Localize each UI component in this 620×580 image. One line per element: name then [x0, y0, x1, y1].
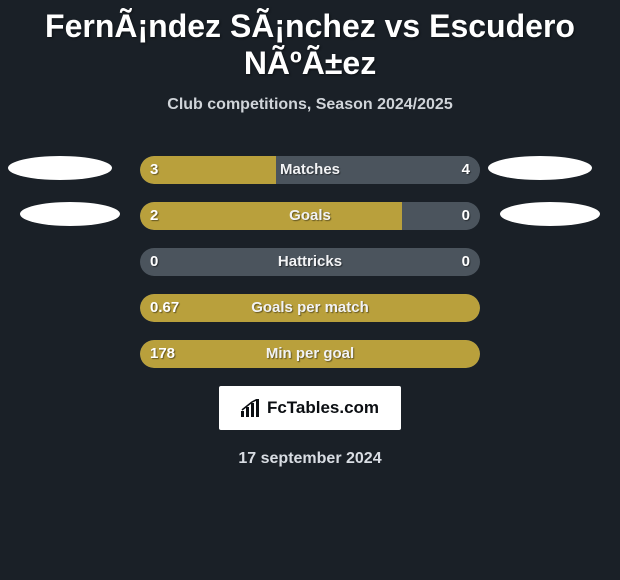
- date-text: 17 september 2024: [0, 450, 620, 468]
- comparison-infographic: FernÃ¡ndez SÃ¡nchez vs Escudero NÃºÃ±ez …: [0, 0, 620, 468]
- stat-row: 20Goals: [0, 202, 620, 230]
- brand-badge: FcTables.com: [219, 386, 401, 430]
- chart-icon: [241, 399, 261, 417]
- value-right: 0: [462, 248, 470, 276]
- value-left: 3: [150, 156, 158, 184]
- value-left: 0.67: [150, 294, 179, 322]
- bar-track: [140, 156, 480, 184]
- bar-track: [140, 294, 480, 322]
- bar-track: [140, 202, 480, 230]
- stat-row: 34Matches: [0, 156, 620, 184]
- value-left: 2: [150, 202, 158, 230]
- value-right: 0: [462, 202, 470, 230]
- value-right: 4: [462, 156, 470, 184]
- value-left: 178: [150, 340, 175, 368]
- bar-right: [276, 156, 480, 184]
- bar-track: [140, 340, 480, 368]
- subtitle: Club competitions, Season 2024/2025: [0, 96, 620, 114]
- footer: FcTables.com 17 september 2024: [0, 386, 620, 468]
- page-title: FernÃ¡ndez SÃ¡nchez vs Escudero NÃºÃ±ez: [0, 0, 620, 82]
- stat-row: 178Min per goal: [0, 340, 620, 368]
- value-left: 0: [150, 248, 158, 276]
- stats-block: 34Matches20Goals00Hattricks0.67Goals per…: [0, 156, 620, 368]
- stat-row: 0.67Goals per match: [0, 294, 620, 322]
- bar-left: [140, 340, 480, 368]
- bar-left: [140, 294, 480, 322]
- bar-left: [140, 202, 402, 230]
- stat-row: 00Hattricks: [0, 248, 620, 276]
- brand-text: FcTables.com: [267, 398, 379, 418]
- bar-left: [140, 156, 276, 184]
- bar-track: [140, 248, 480, 276]
